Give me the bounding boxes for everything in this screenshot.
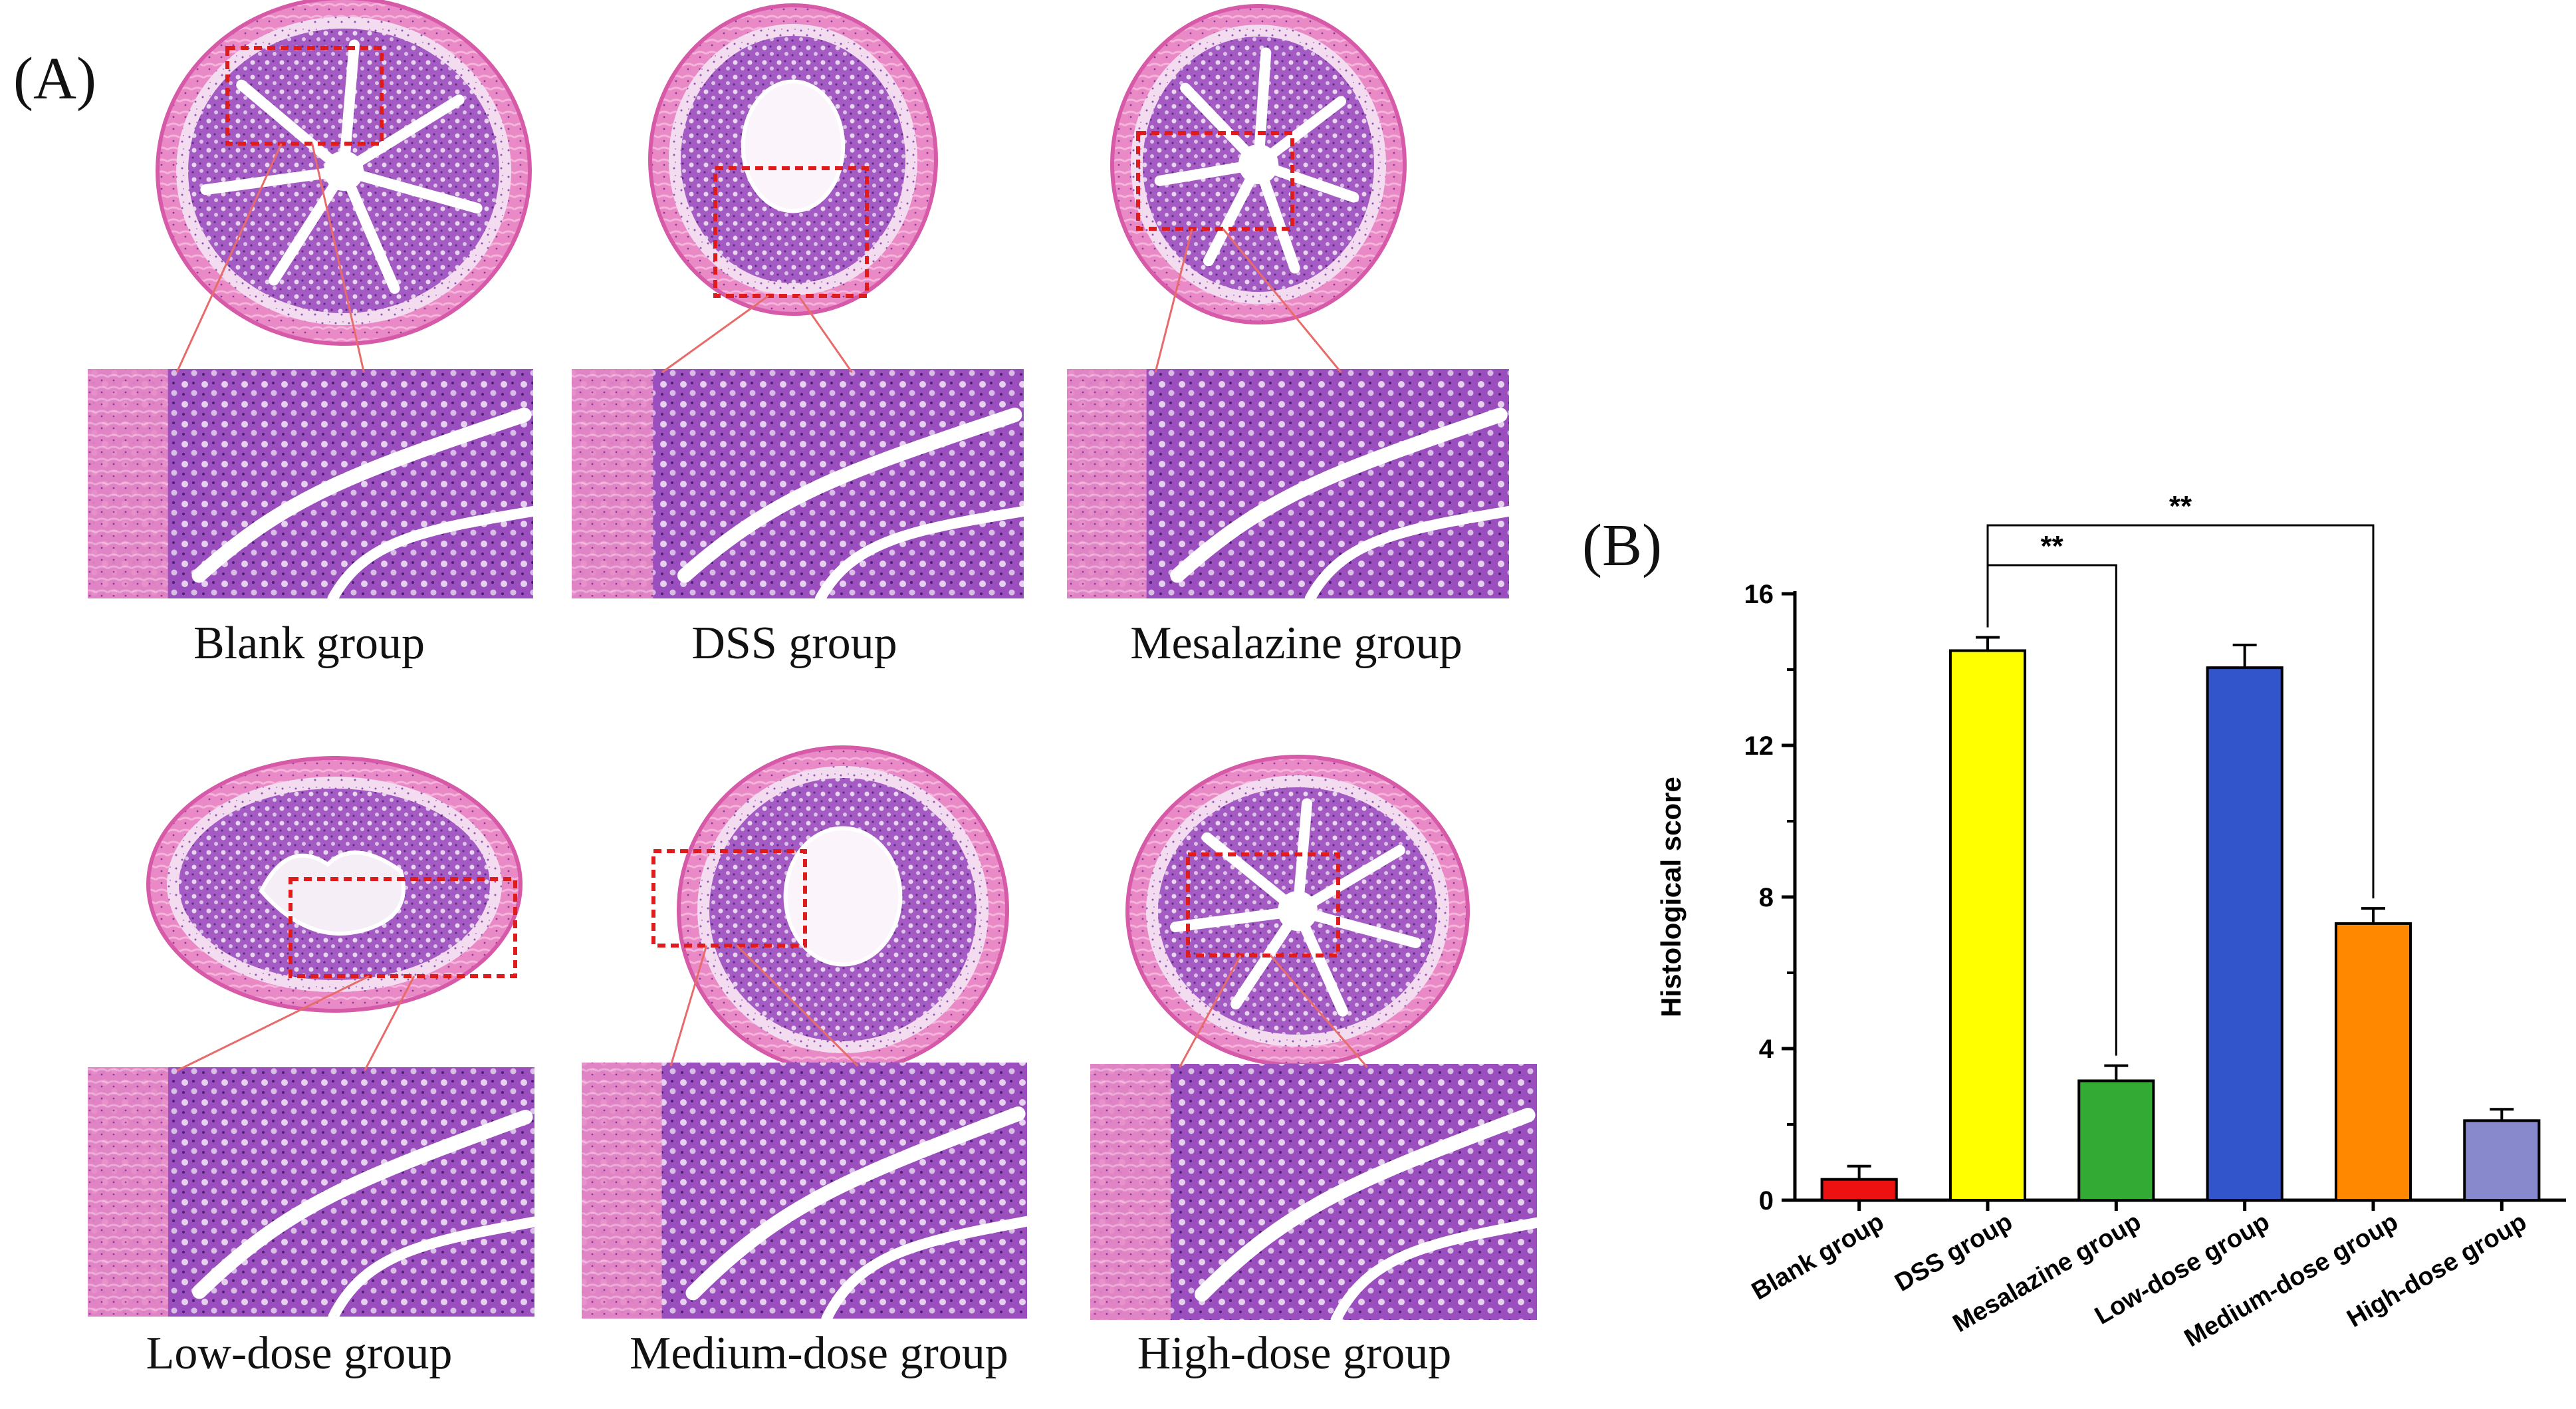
- micrograph-4: [88, 756, 540, 1322]
- y-tick-label: 16: [1744, 580, 1774, 609]
- connector-line: [364, 975, 415, 1071]
- muscle-layer: [1067, 369, 1147, 598]
- mucosal-fold: [1170, 408, 1508, 583]
- connector-line: [669, 945, 708, 1067]
- muscle-layer: [88, 1067, 168, 1317]
- connector-line: [736, 944, 859, 1067]
- connector-line: [798, 295, 853, 373]
- mucosal-fold: [685, 1106, 1026, 1301]
- lumen: [259, 850, 406, 936]
- group-label: DSS group: [691, 618, 897, 669]
- group-label: Mesalazine group: [1130, 618, 1463, 669]
- lumen: [741, 79, 846, 213]
- mucosal-fold: [815, 505, 1029, 604]
- y-axis-label: Histological score: [1655, 777, 1687, 1017]
- muscle-layer: [1090, 1064, 1171, 1320]
- lumen: [1154, 47, 1359, 274]
- connector-line: [311, 143, 365, 373]
- micrograph-3: [1067, 4, 1514, 604]
- bar-blank-group: [1820, 1178, 1898, 1202]
- connector-line: [1222, 228, 1342, 373]
- panel-b-label: (B): [1582, 513, 1662, 578]
- y-tick-label: 4: [1759, 1035, 1774, 1064]
- connector-line: [176, 975, 370, 1072]
- y-tick-label: 0: [1759, 1186, 1774, 1216]
- x-tick-label: DSS group: [1890, 1208, 2017, 1297]
- bar-high-dose-group: [2463, 1119, 2541, 1202]
- muscle-layer: [88, 369, 168, 598]
- mucosal-fold: [1304, 505, 1514, 604]
- mucosal-fold: [327, 505, 538, 604]
- chart-panel: (B) 0 4 8 12 16 Histological score Blank group…: [1582, 0, 2576, 1409]
- x-tick-label: Blank group: [1747, 1208, 1889, 1305]
- connector-line: [1270, 955, 1368, 1068]
- y-tick-label: 12: [1744, 731, 1774, 761]
- mucosal-fold: [677, 408, 1022, 583]
- zoom-region-box: [651, 849, 807, 948]
- panel-a-label: (A): [13, 46, 96, 112]
- bar-mesalazine-group: [2077, 1079, 2155, 1202]
- zoom-region-box: [713, 166, 869, 298]
- mucosal-fold: [328, 1216, 540, 1322]
- y-tick-label: 8: [1759, 883, 1774, 912]
- group-label: Blank group: [193, 618, 425, 669]
- histology-panel: (A) Blank group DSS group Mesalazine group…: [13, 0, 1542, 1379]
- lumen: [1170, 798, 1421, 1017]
- bar-low-dose-group: [2206, 666, 2283, 1202]
- zoom-region-box: [289, 877, 517, 978]
- group-label: Low-dose group: [146, 1328, 453, 1379]
- zoom-region-box: [225, 46, 384, 146]
- significance-bracket: **: [1986, 490, 2375, 899]
- significance-label: **: [2041, 530, 2064, 563]
- connector-line: [1154, 228, 1193, 373]
- micrograph-6: [1090, 755, 1542, 1325]
- zoom-region-box: [1186, 852, 1340, 958]
- zoom-region-box: [1136, 131, 1294, 231]
- micrograph-5: [582, 745, 1032, 1324]
- lumen-center: [1238, 144, 1278, 184]
- connector-line: [661, 295, 769, 374]
- mucosal-fold: [1195, 1108, 1536, 1302]
- histology-figure: (A) Blank group DSS group Mesalazine group…: [13, 0, 1542, 1379]
- group-label: Medium-dose group: [630, 1328, 1008, 1379]
- histological-score-chart: (B) 0 4 8 12 16 Histological score Blank group…: [1582, 490, 2566, 1352]
- connector-line: [176, 143, 283, 373]
- muscle-layer: [572, 369, 653, 598]
- group-label: High-dose group: [1137, 1328, 1451, 1379]
- micrograph-1: [88, 0, 538, 604]
- micrograph-2: [572, 3, 1029, 604]
- muscle-layer: [582, 1063, 662, 1319]
- mucosal-fold: [191, 408, 532, 583]
- mucosal-fold: [821, 1216, 1032, 1324]
- bar-medium-dose-group: [2334, 922, 2412, 1202]
- connector-line: [1179, 955, 1242, 1068]
- lumen: [200, 39, 483, 294]
- significance-label: **: [2169, 490, 2192, 523]
- bar-dss-group: [1948, 649, 2027, 1202]
- bracket-line: [1986, 524, 2375, 899]
- lumen-center: [1278, 891, 1318, 931]
- lumen: [783, 826, 903, 967]
- mucosal-fold: [192, 1110, 533, 1299]
- x-tick-label: Medium-dose group: [2180, 1208, 2402, 1352]
- lumen-center: [324, 151, 364, 191]
- mucosal-fold: [1330, 1217, 1542, 1325]
